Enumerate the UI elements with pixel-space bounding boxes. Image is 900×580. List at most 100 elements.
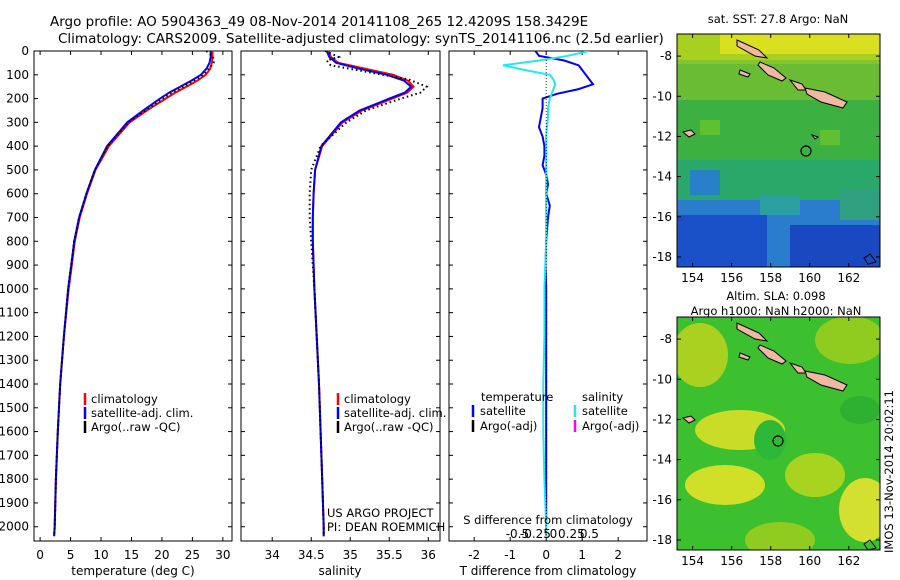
depth-tick-label: 1000 xyxy=(0,282,29,296)
lat-tick-label: -12 xyxy=(652,129,672,143)
x2-tick-label: -0.25 xyxy=(520,527,551,541)
legend-label: satellite xyxy=(582,404,628,418)
salinity-legend: climatology satellite-adj. clim. Argo(..… xyxy=(336,392,446,434)
x-tick-label: 25 xyxy=(185,548,200,562)
legend-header-salinity: salinity xyxy=(582,390,623,404)
difference-x2label: S difference from climatology xyxy=(463,513,633,527)
salinity-plot-frame xyxy=(240,50,441,542)
legend-label: satellite xyxy=(480,404,526,418)
legend-label: Argo(-adj) xyxy=(480,419,537,433)
x-tick-label: 1 xyxy=(578,548,586,562)
series-line-sat xyxy=(311,51,413,537)
lat-tick-label: -10 xyxy=(652,372,672,386)
x-tick-label: 30 xyxy=(215,548,230,562)
lat-tick-label: -12 xyxy=(652,412,672,426)
depth-tick-label: 0 xyxy=(21,44,29,58)
difference-curves xyxy=(502,51,595,541)
lon-tick-label: 158 xyxy=(759,271,782,285)
x2-tick-label: 0.5 xyxy=(580,527,599,541)
series-line-argo xyxy=(308,51,429,537)
temperature-curves xyxy=(53,51,215,537)
x-tick-label: 0 xyxy=(542,548,550,562)
series-line-s_sat xyxy=(502,51,590,537)
depth-tick-label: 700 xyxy=(6,211,29,225)
depth-tick-label: 800 xyxy=(6,234,29,248)
depth-tick-label: 600 xyxy=(6,187,29,201)
project-annotation-2: PI: DEAN ROEMMICH xyxy=(327,520,445,534)
lat-tick-label: -18 xyxy=(652,533,672,547)
x2-tick-label: 0 xyxy=(550,527,558,541)
temperature-plot-frame xyxy=(33,50,233,542)
sla-map-title-2: Argo h1000: NaN h2000: NaN xyxy=(691,304,862,318)
x-tick-label: 2 xyxy=(614,548,622,562)
depth-tick-label: 1500 xyxy=(0,401,29,415)
legend-label: satellite-adj. clim. xyxy=(91,406,193,420)
lat-tick-label: -14 xyxy=(652,453,672,467)
lat-tick-label: -16 xyxy=(652,493,672,507)
lon-tick-label: 154 xyxy=(681,554,704,568)
x-tick-label: 5 xyxy=(67,548,75,562)
lon-tick-label: 162 xyxy=(837,554,860,568)
depth-tick-label: 1200 xyxy=(0,329,29,343)
legend-label: Argo(..raw -QC) xyxy=(344,420,434,434)
argo-location-marker xyxy=(772,435,784,447)
depth-axis: 0 100 200 300 400 500 600 700 800 900 1000 1100 1200… xyxy=(0,44,29,534)
sla-map-title-1: Altim. SLA: 0.098 xyxy=(726,289,825,303)
depth-tick-label: 300 xyxy=(6,115,29,129)
legend-label: satellite-adj. clim. xyxy=(344,406,446,420)
temperature-legend: climatology satellite-adj. clim. Argo(..… xyxy=(83,392,193,434)
x-tick-label: 34.5 xyxy=(298,548,325,562)
lon-tick-label: 154 xyxy=(681,271,704,285)
legend-label: Argo(..raw -QC) xyxy=(91,420,181,434)
sla-map xyxy=(677,317,880,550)
argo-location-marker xyxy=(800,145,812,157)
lat-tick-label: -14 xyxy=(652,170,672,184)
sst-map-axes: 154 156 158 160 162 -8 -10 -12 -14 -16 -18 xyxy=(652,34,880,285)
footer-timestamp: IMOS 13-Nov-2014 20:02:11 xyxy=(882,390,896,553)
lon-tick-label: 156 xyxy=(720,554,743,568)
depth-tick-label: 1700 xyxy=(0,448,29,462)
x-tick-label: 15 xyxy=(124,548,139,562)
depth-tick-label: 1600 xyxy=(0,425,29,439)
temperature-xlabel: temperature (deg C) xyxy=(71,564,194,578)
series-line-argo xyxy=(53,51,215,537)
sla-map-axes: 154 156 158 160 162 -8 -10 -12 -14 -16 -18 xyxy=(652,317,880,568)
legend-header-temperature: temperature xyxy=(481,390,553,404)
legend-label: Argo(-adj) xyxy=(582,419,639,433)
depth-tick-label: 2000 xyxy=(0,520,29,534)
difference-xlabel: T difference from climatology xyxy=(459,564,637,578)
depth-tick-label: 1100 xyxy=(0,306,29,320)
x-tick-label: 36 xyxy=(421,548,436,562)
x-tick-label: 0 xyxy=(36,548,44,562)
depth-tick-label: 400 xyxy=(6,139,29,153)
x2-tick-label: -0.5 xyxy=(506,527,529,541)
lat-tick-label: -8 xyxy=(660,49,672,63)
x-tick-label: -1 xyxy=(504,548,516,562)
depth-tick-label: 200 xyxy=(6,92,29,106)
title-line-2: Climatology: CARS2009. Satellite-adjuste… xyxy=(58,31,664,47)
depth-tick-label: 1400 xyxy=(0,377,29,391)
legend-label: climatology xyxy=(91,392,158,406)
lat-tick-label: -8 xyxy=(660,332,672,346)
x-tick-label: 10 xyxy=(93,548,108,562)
series-line-clim xyxy=(53,51,214,537)
project-annotation-1: US ARGO PROJECT xyxy=(327,506,435,520)
x-tick-label: 35.5 xyxy=(376,548,403,562)
depth-tick-label: 100 xyxy=(6,68,29,82)
lon-tick-label: 158 xyxy=(759,554,782,568)
depth-tick-label: 500 xyxy=(6,163,29,177)
x-tick-labels: 0 5 10 15 20 25 30 34 34.5 35 35.5 36 -2 -1 0 1 2 -0.5-0.… xyxy=(36,527,622,562)
salinity-curves xyxy=(308,51,429,537)
depth-tick-label: 1800 xyxy=(0,472,29,486)
series-line-t_sat xyxy=(534,51,595,537)
sla-map-frame xyxy=(676,316,881,551)
x-tick-label: 20 xyxy=(154,548,169,562)
depth-tick-label: 900 xyxy=(6,258,29,272)
depth-tick-label: 1300 xyxy=(0,353,29,367)
difference-legend: temperature salinity satellite Argo(-adj… xyxy=(471,390,639,433)
legend-label: climatology xyxy=(344,392,411,406)
lon-tick-label: 162 xyxy=(837,271,860,285)
depth-tick-label: 1900 xyxy=(0,496,29,510)
lat-tick-label: -16 xyxy=(652,210,672,224)
